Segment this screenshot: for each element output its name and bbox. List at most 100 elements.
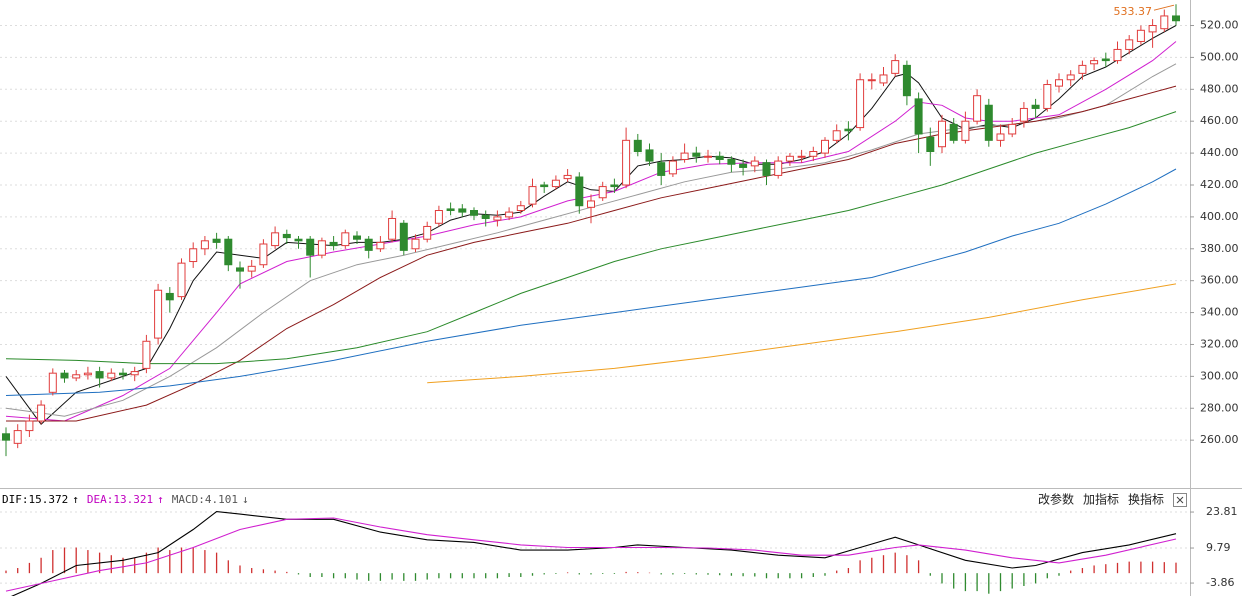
- candle-body: [1136, 29, 1145, 42]
- candle-body: [259, 243, 268, 266]
- candle-body: [809, 151, 818, 157]
- candle-body: [657, 162, 666, 176]
- y-tick-label: -3.86: [1206, 576, 1234, 589]
- legend-arrow: ↑: [157, 493, 164, 506]
- candle-body: [376, 241, 385, 250]
- candle-body: [1113, 48, 1122, 62]
- candle-body: [715, 155, 724, 160]
- candle-body: [785, 155, 794, 162]
- candle-body: [1101, 58, 1110, 62]
- candle-body: [165, 292, 174, 301]
- candle-body: [598, 186, 607, 199]
- candle-body: [1008, 123, 1017, 135]
- legend-value: 4.101: [205, 493, 238, 506]
- tool-button[interactable]: 改参数: [1038, 492, 1074, 507]
- candle-body: [832, 130, 841, 141]
- y-tick-label: 300.00: [1200, 369, 1239, 382]
- candle-body: [317, 240, 326, 256]
- legend-label: MACD:: [172, 493, 205, 506]
- candle-body: [1160, 15, 1169, 30]
- tool-button[interactable]: 加指标: [1083, 492, 1119, 507]
- candle-body: [867, 79, 876, 82]
- candle-body: [37, 404, 46, 422]
- candle-body: [364, 238, 373, 251]
- candle-body: [622, 139, 631, 186]
- candle-body: [633, 139, 642, 153]
- candle-body: [224, 238, 233, 266]
- candle-body: [516, 205, 525, 212]
- tool-button[interactable]: 换指标: [1128, 492, 1164, 507]
- candle-body: [177, 262, 186, 298]
- candle-body: [1125, 39, 1134, 50]
- candle-body: [797, 155, 806, 158]
- high-marker-label: 533.37: [1114, 5, 1153, 18]
- y-tick-label: 360.00: [1200, 274, 1239, 287]
- candle-body: [563, 174, 572, 180]
- candle-body: [189, 248, 198, 263]
- moving-average-line: [5, 63, 1177, 417]
- moving-average-line: [5, 111, 1177, 365]
- candle-body: [446, 208, 455, 212]
- moving-average-line: [427, 283, 1177, 384]
- y-tick-label: 280.00: [1200, 401, 1239, 414]
- candle-body: [949, 123, 958, 141]
- y-tick-label: 23.81: [1206, 505, 1238, 518]
- y-tick-label: 380.00: [1200, 242, 1239, 255]
- candle-body: [119, 372, 127, 376]
- candle-body: [692, 152, 701, 157]
- candle-body: [200, 240, 209, 250]
- y-tick-label: 400.00: [1200, 210, 1239, 223]
- legend-label: DEA:: [87, 493, 114, 506]
- candle-body: [306, 238, 315, 256]
- candle-body: [891, 60, 900, 74]
- candle-body: [680, 152, 689, 160]
- candle-body: [879, 74, 888, 84]
- close-button[interactable]: [1173, 493, 1187, 507]
- y-tick-label: 420.00: [1200, 178, 1239, 191]
- candle-body: [48, 372, 57, 393]
- candle-body: [13, 430, 22, 444]
- candle-body: [294, 238, 303, 242]
- candle-body: [1019, 107, 1028, 122]
- legend-value: 15.372: [29, 493, 69, 506]
- candle-body: [353, 235, 361, 240]
- y-tick-label: 460.00: [1200, 114, 1239, 127]
- candle-body: [2, 433, 10, 441]
- candle-body: [750, 160, 759, 167]
- candle-body: [83, 372, 92, 376]
- macd-line: [5, 517, 1177, 592]
- candle-body: [551, 179, 560, 188]
- candle-body: [540, 184, 549, 188]
- candle-body: [856, 79, 865, 129]
- candle-body: [1172, 15, 1180, 22]
- candle-body: [1043, 84, 1052, 109]
- y-tick-label: 340.00: [1200, 306, 1239, 319]
- legend-arrow: ↓: [242, 493, 249, 506]
- candle-body: [762, 162, 771, 176]
- y-tick-label: 500.00: [1200, 50, 1239, 63]
- legend-arrow: ↑: [72, 493, 79, 506]
- candle-body: [25, 420, 34, 432]
- y-tick-label: 320.00: [1200, 337, 1239, 350]
- candle-body: [645, 149, 654, 162]
- candle-body: [1148, 25, 1157, 33]
- moving-average-line: [5, 168, 1177, 396]
- candle-body: [341, 232, 350, 247]
- y-tick-label: 520.00: [1200, 19, 1239, 32]
- candle-body: [704, 155, 712, 158]
- candle-body: [961, 120, 970, 141]
- candle-body: [481, 214, 490, 219]
- candle-body: [107, 372, 116, 379]
- candle-body: [423, 225, 432, 240]
- candle-body: [528, 186, 537, 205]
- candle-body: [212, 238, 221, 243]
- candle-body: [271, 232, 280, 247]
- candle-body: [587, 200, 595, 208]
- candle-body: [282, 233, 291, 239]
- candle-body: [60, 372, 69, 379]
- legend-value: 13.321: [113, 493, 153, 506]
- candle-body: [505, 211, 514, 218]
- candle-body: [610, 184, 619, 188]
- candle-body: [668, 160, 677, 175]
